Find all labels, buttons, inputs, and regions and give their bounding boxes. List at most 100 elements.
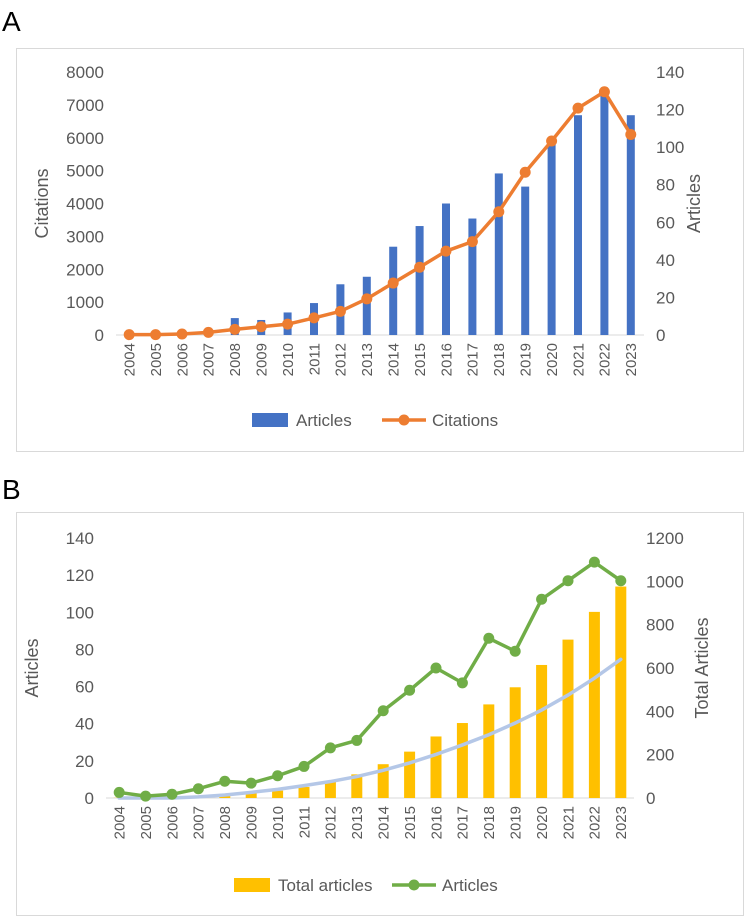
chart-a-point: [519, 166, 531, 178]
chart-b-bar: [245, 793, 257, 798]
chart-b-point: [140, 790, 152, 802]
chart-a-point: [334, 305, 346, 317]
chart-b-x-tick-label: 2011: [296, 806, 313, 838]
chart-a-bar: [626, 115, 635, 335]
chart-b-x-tick-label: 2022: [587, 806, 604, 839]
chart-a-point: [361, 293, 373, 305]
panel-b-label: B: [2, 474, 21, 505]
chart-b-x-tick-label: 2019: [507, 806, 524, 839]
chart-a-x-tick-label: 2017: [465, 343, 482, 376]
chart-a-right-axis-title: Articles: [684, 174, 704, 233]
chart-b-bar: [588, 611, 600, 798]
chart-a-left-tick-label: 2000: [66, 260, 104, 279]
chart-b-bar: [456, 723, 468, 798]
chart-b-point: [351, 734, 363, 746]
chart-a-x-tick-label: 2009: [253, 343, 270, 376]
chart-b-bar: [483, 704, 495, 798]
chart-b-point: [166, 788, 178, 800]
chart-b-point: [192, 783, 204, 795]
chart-a-x-tick-label: 2016: [438, 343, 455, 376]
chart-b-point: [509, 645, 521, 657]
chart-a-bar: [468, 218, 477, 335]
chart-a-left-tick-label: 4000: [66, 195, 104, 214]
chart-b-x-tick-label: 2007: [191, 806, 208, 839]
chart-b-point: [377, 705, 389, 717]
chart-a-bar: [521, 186, 530, 335]
chart-b-left-tick-label: 140: [66, 529, 94, 548]
chart-b-legend-line-marker: [408, 879, 420, 891]
chart-a-left-tick-label: 8000: [66, 63, 104, 82]
chart-a-x-tick-label: 2008: [227, 343, 244, 376]
chart-b-x-tick-label: 2023: [613, 806, 630, 839]
chart-b-x-tick-label: 2016: [428, 806, 445, 839]
chart-b-x-tick-label: 2017: [455, 806, 472, 839]
chart-b-x-tick-label: 2012: [323, 806, 340, 839]
chart-b-point: [456, 677, 468, 689]
chart-b-x-tick-label: 2018: [481, 806, 498, 839]
chart-b-left-tick-label: 100: [66, 603, 94, 622]
chart-a-x-tick-label: 2012: [333, 343, 350, 376]
chart-b-x-tick-label: 2020: [534, 806, 551, 839]
chart-a-x-tick-label: 2013: [359, 343, 376, 376]
chart-b-right-tick-label: 0: [646, 789, 655, 808]
chart-b-point: [324, 742, 336, 754]
chart-b-point: [536, 593, 548, 605]
chart-a-x-tick-label: 2018: [491, 343, 508, 376]
chart-a-point: [466, 236, 478, 248]
chart-a-x-tick-label: 2004: [121, 343, 138, 376]
chart-b-right-tick-label: 600: [646, 659, 674, 678]
chart-a-point: [440, 245, 452, 257]
chart-b-x-tick-label: 2021: [560, 806, 577, 839]
chart-b-left-axis-title: Articles: [22, 638, 42, 697]
chart-b-x-tick-label: 2013: [349, 806, 366, 839]
chart-b-bar: [536, 664, 548, 798]
chart-a-x-tick-label: 2005: [148, 343, 165, 376]
chart-a-x-tick-label: 2019: [517, 343, 534, 376]
chart-b-point: [404, 684, 416, 696]
chart-b-right-tick-label: 1000: [646, 572, 684, 591]
chart-a-point: [572, 102, 584, 114]
chart-a-bar: [389, 246, 398, 335]
chart-a-left-axis-title: Citations: [32, 168, 52, 238]
chart-b-left-tick-label: 20: [75, 752, 94, 771]
chart-a-left-tick-label: 5000: [66, 162, 104, 181]
chart-b-bar: [404, 751, 416, 798]
chart-a-point: [176, 328, 188, 340]
chart-a-x-tick-label: 2023: [623, 343, 640, 376]
chart-b-x-tick-label: 2014: [375, 806, 392, 839]
chart-b-x-tick-label: 2010: [270, 806, 287, 839]
chart-a-right-tick-label: 140: [656, 63, 684, 82]
chart-a-point: [625, 128, 637, 140]
chart-a-x-tick-label: 2006: [174, 343, 191, 376]
chart-a-point: [308, 312, 320, 324]
chart-a-left-tick-label: 3000: [66, 227, 104, 246]
chart-b-point: [245, 777, 257, 789]
chart-b-x-tick-label: 2008: [217, 806, 234, 839]
chart-a-bar: [547, 141, 556, 335]
chart-b-trendline: [117, 657, 623, 800]
chart-b-x-tick-label: 2009: [243, 806, 260, 839]
chart-a-point: [414, 261, 426, 273]
chart-b-x-tick-label: 2015: [402, 806, 419, 839]
chart-b-bar: [509, 687, 521, 798]
chart-a-left-tick-label: 1000: [66, 293, 104, 312]
chart-b-point: [562, 575, 574, 587]
chart-a-right-tick-label: 20: [656, 288, 675, 307]
chart-a-point: [598, 86, 610, 98]
chart-a-legend-bar-swatch: [252, 413, 288, 427]
chart-a-right-tick-label: 80: [656, 176, 675, 195]
panel-a-label: A: [2, 6, 21, 37]
chart-b-point: [483, 632, 495, 644]
chart-b-right-tick-label: 200: [646, 746, 674, 765]
chart-a-point: [282, 318, 294, 330]
chart-a-point: [202, 326, 214, 338]
chart-a-right-tick-label: 0: [656, 326, 665, 345]
chart-a-legend-bar-label: Articles: [296, 411, 352, 430]
chart-b-point: [298, 760, 310, 772]
chart-a-x-tick-label: 2011: [306, 343, 323, 375]
chart-a-left-tick-label: 0: [95, 326, 104, 345]
chart-a-legend-line-label: Citations: [432, 411, 498, 430]
chart-a-x-tick-label: 2007: [201, 343, 218, 376]
chart-b-point: [588, 556, 600, 568]
